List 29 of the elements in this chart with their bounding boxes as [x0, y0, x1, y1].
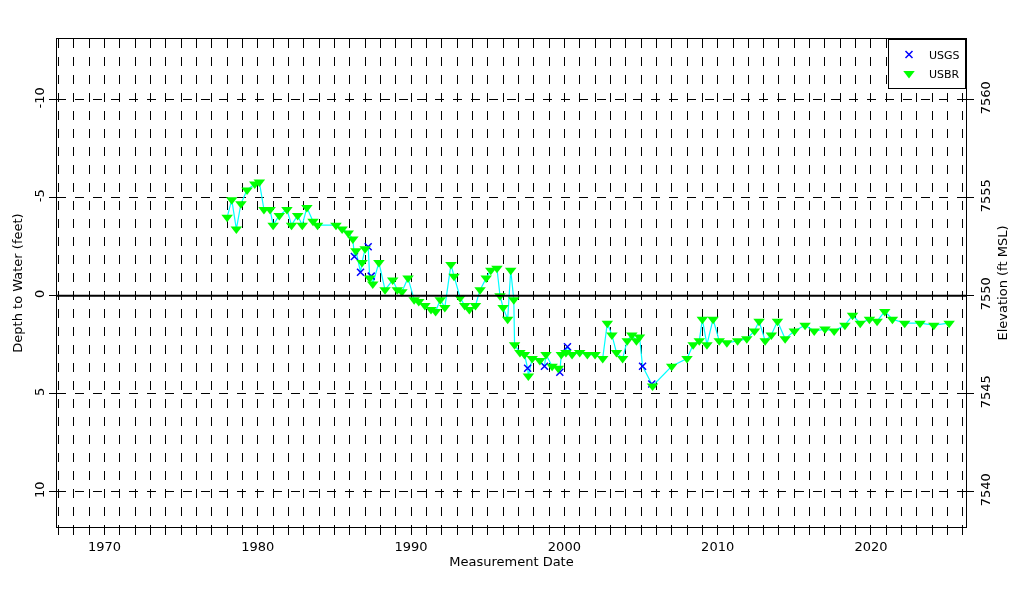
y2-tick-label: 7545	[977, 375, 993, 409]
legend-label: USBR	[929, 67, 960, 81]
y2-tick-label: 7560	[977, 81, 993, 115]
x-tick-label: 1990	[394, 538, 428, 554]
y2-tick-label: 7555	[977, 179, 993, 213]
y2-tick-label: 7550	[977, 277, 993, 311]
y-tick-label: 10	[31, 481, 47, 499]
point	[540, 362, 549, 371]
point	[523, 364, 532, 373]
y-tick-label: 0	[31, 289, 47, 298]
x-tick-label: 2010	[701, 538, 735, 554]
x-tick-label: 1980	[241, 538, 275, 554]
x-tick-label: 2020	[854, 538, 888, 554]
x-axis-title: Measurement Date	[449, 554, 574, 570]
y-tick-label: -5	[31, 189, 47, 203]
x-tick-label: 1970	[87, 538, 122, 554]
x-tick-label: 2000	[547, 538, 581, 554]
point	[638, 362, 647, 371]
y-axis-title: Depth to Water (feet)	[9, 213, 25, 353]
point	[363, 242, 373, 251]
y-tick-label: -10	[31, 87, 47, 109]
y2-tick-label: 7540	[977, 473, 993, 507]
point	[366, 271, 376, 281]
legend-label: USGS	[929, 48, 960, 62]
point	[350, 252, 359, 261]
point	[356, 267, 365, 277]
point	[563, 342, 572, 351]
y-tick-label: 5	[31, 387, 47, 396]
y2-axis-title: Elevation (ft MSL)	[995, 225, 1011, 341]
